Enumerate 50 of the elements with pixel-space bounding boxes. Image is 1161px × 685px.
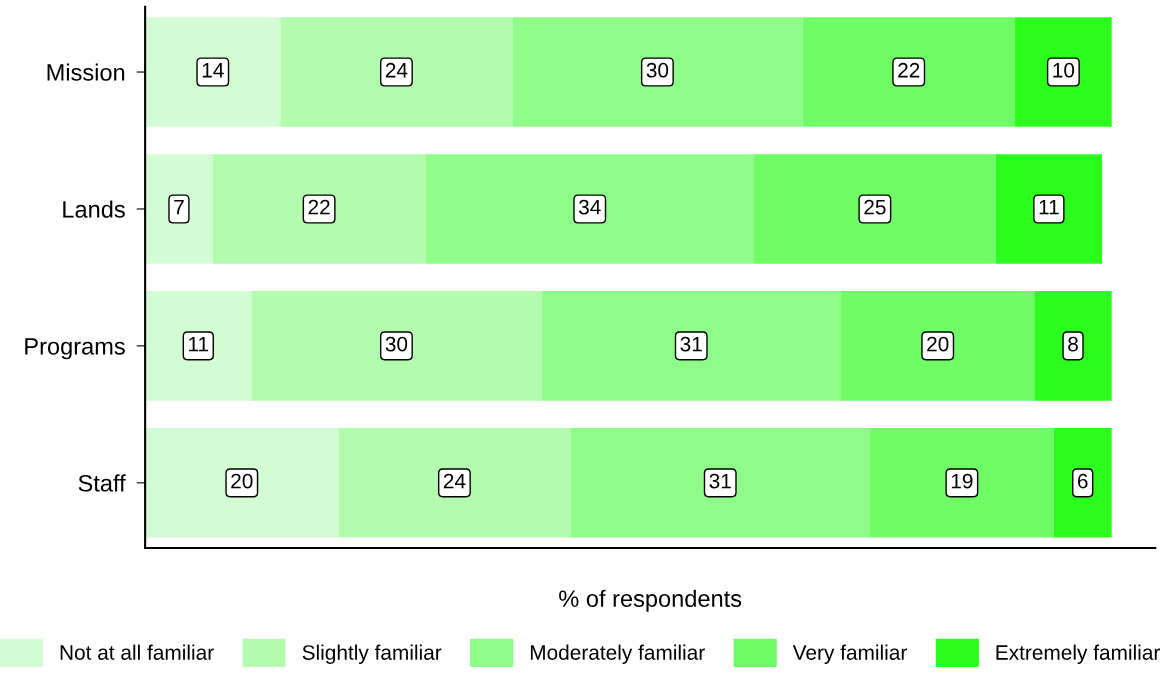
data-label: 31 (680, 336, 702, 352)
bar (212, 154, 426, 264)
bar (425, 154, 755, 264)
legend-label: Not at all familiar (60, 644, 214, 660)
x-axis-title: % of respondents (559, 589, 742, 612)
bar (1053, 428, 1112, 538)
legend-label: Extremely familiar (996, 644, 1160, 665)
bar (1034, 291, 1112, 401)
legend-label: Moderately familiar (530, 644, 705, 665)
bar (870, 428, 1054, 538)
data-label: 19 (951, 473, 973, 489)
y-tick-label: Mission (47, 63, 125, 81)
bar (338, 428, 571, 538)
data-label: 22 (308, 199, 330, 215)
bar (145, 154, 213, 264)
bar (145, 291, 252, 401)
data-label: 31 (709, 473, 731, 489)
bar (802, 17, 1016, 127)
bar (280, 17, 513, 127)
data-label: 20 (231, 473, 253, 489)
data-label: 11 (189, 336, 209, 352)
y-tick-label: Programs (25, 338, 125, 360)
data-label: 8 (1068, 336, 1078, 352)
legend-label: Very familiar (792, 644, 907, 665)
y-tick-label: Staff (78, 474, 126, 492)
bar (754, 154, 996, 264)
data-label: 22 (898, 62, 920, 78)
legend-label: Slightly familiar (302, 644, 442, 665)
data-label: 10 (1053, 62, 1075, 78)
bar (541, 291, 842, 401)
data-label: 14 (202, 63, 224, 78)
y-tick-label: Lands (63, 200, 125, 218)
data-label: 24 (443, 473, 466, 489)
bar (145, 17, 281, 127)
bar (570, 428, 871, 538)
data-label: 24 (385, 62, 408, 78)
data-label: 30 (385, 336, 408, 352)
data-label: 6 (1077, 473, 1088, 489)
bar (995, 154, 1103, 264)
data-label: 30 (646, 62, 669, 78)
bar (1015, 17, 1112, 127)
data-label: 25 (864, 199, 886, 215)
bar (841, 291, 1035, 401)
bar (251, 291, 542, 401)
bar (512, 17, 803, 127)
data-label: 11 (1039, 200, 1059, 215)
data-label: 20 (927, 336, 949, 352)
bar (145, 428, 339, 538)
data-label: 7 (174, 200, 184, 215)
data-label: 34 (578, 199, 601, 215)
